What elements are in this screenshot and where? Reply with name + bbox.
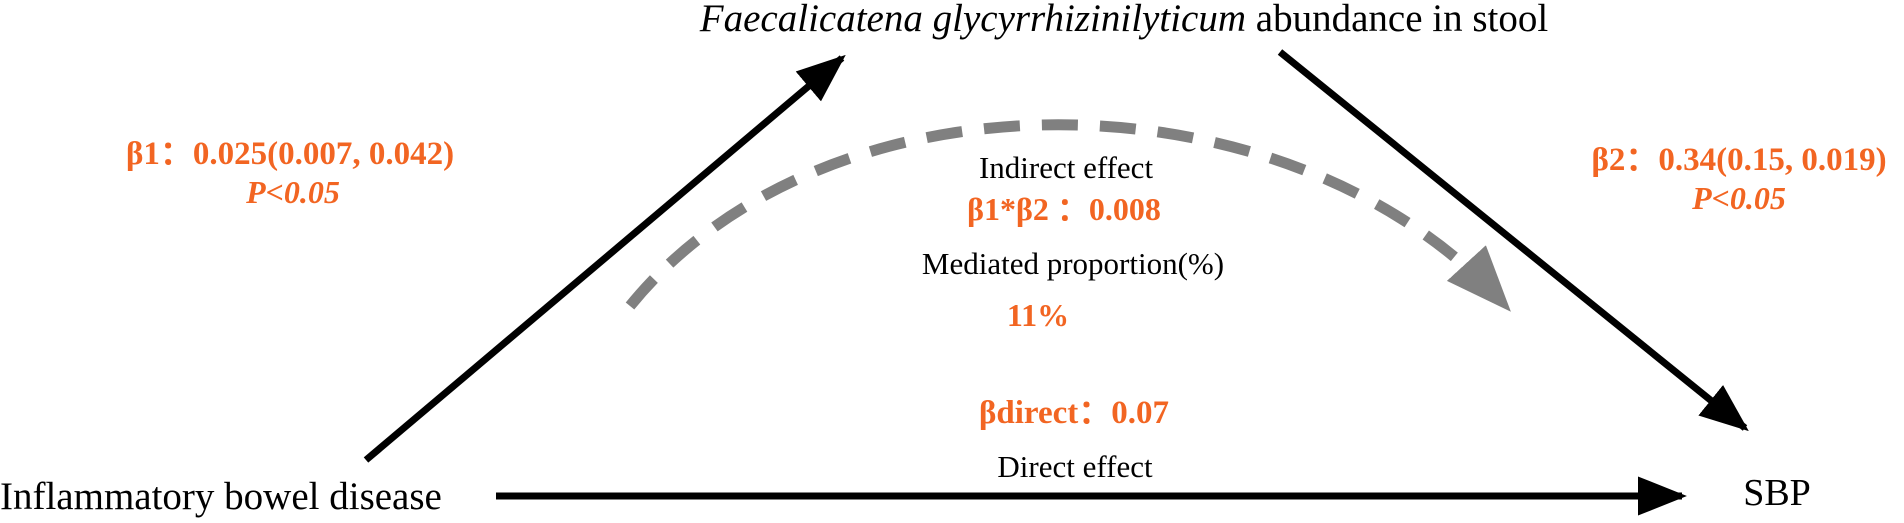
mediated-proportion-value: 11% — [1007, 297, 1069, 333]
beta2-p-value: P<0.05 — [1691, 180, 1786, 216]
mediated-proportion-label: Mediated proportion(%) — [922, 246, 1224, 281]
exposure-node-label: Inflammatory bowel disease — [0, 475, 442, 518]
direct-effect-value: βdirect：0.07 — [979, 395, 1169, 431]
beta2-coefficient: β2：0.34(0.15, 0.019) — [1591, 142, 1886, 178]
indirect-effect-value: β1*β2 ：0.008 — [967, 191, 1161, 227]
indirect-effect-dashed-arrow — [625, 119, 1511, 312]
arrow-mediator-to-outcome — [1277, 49, 1749, 432]
direct-effect-label: Direct effect — [997, 449, 1153, 484]
arrow-exposure-to-mediator — [363, 54, 846, 463]
beta1-p-value: P<0.05 — [245, 174, 340, 210]
beta1-coefficient: β1：0.025(0.007, 0.042) — [126, 136, 454, 172]
outcome-node-label: SBP — [1743, 472, 1811, 514]
mediator-node-label: Faecalicatena glycyrrhizinilyticum abund… — [699, 0, 1549, 40]
indirect-effect-label: Indirect effect — [979, 150, 1154, 185]
